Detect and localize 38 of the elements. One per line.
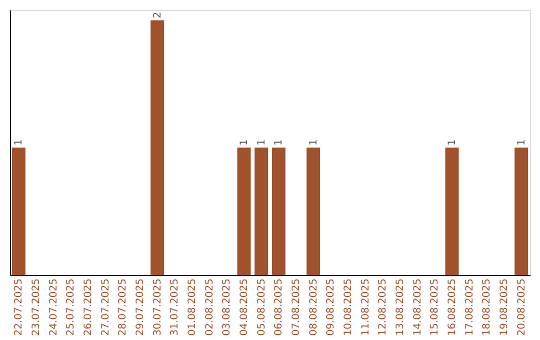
x-tick-label: 27.07.2025 (100, 278, 112, 336)
data-label: 1 (239, 139, 250, 146)
x-tick-label: 07.08.2025 (291, 278, 302, 336)
x-tick-label: 30.07.2025 (152, 278, 164, 336)
x-tick-label: 22.07.2025 (14, 278, 25, 336)
x-tick-label: 01.08.2025 (187, 278, 198, 336)
x-tick-label: 16.08.2025 (447, 278, 458, 336)
x-tick-label: 24.07.2025 (48, 278, 60, 336)
x-tick-label: 26.07.2025 (83, 278, 94, 336)
x-tick-label: 23.07.2025 (31, 278, 42, 336)
x-tick-label: 28.07.2025 (118, 278, 129, 336)
x-tick-label: 11.08.2025 (360, 278, 372, 336)
x-tick-label: 14.08.2025 (412, 278, 424, 336)
x-tick-label: 31.07.2025 (170, 278, 181, 336)
x-tick-label: 06.08.2025 (274, 278, 285, 336)
data-label: 1 (447, 139, 458, 146)
x-tick-label: 17.08.2025 (464, 278, 476, 336)
data-label: 1 (256, 139, 268, 146)
x-tick-label: 03.08.2025 (222, 278, 233, 336)
x-tick-label: 29.07.2025 (135, 278, 146, 336)
data-label: 1 (14, 139, 25, 146)
x-tick-label: 08.08.2025 (308, 278, 320, 336)
x-tick-label: 10.08.2025 (343, 278, 354, 336)
x-tick-label: 20.08.2025 (516, 278, 528, 336)
x-tick-label: 18.08.2025 (482, 278, 493, 336)
x-tick-label: 12.08.2025 (378, 278, 389, 336)
x-tick-label: 15.08.2025 (430, 278, 441, 336)
x-tick-label: 04.08.2025 (239, 278, 250, 336)
data-label: 1 (308, 139, 320, 146)
data-label: 2 (152, 12, 164, 18)
x-tick-label: 02.08.2025 (204, 278, 216, 336)
x-tick-label: 09.08.2025 (326, 278, 337, 336)
x-tick-label: 05.08.2025 (256, 278, 268, 336)
x-tick-label: 19.08.2025 (499, 278, 510, 336)
x-tick-label: 13.08.2025 (395, 278, 406, 336)
data-label: 1 (516, 139, 528, 146)
data-label: 1 (274, 139, 285, 146)
x-tick-label: 25.07.2025 (66, 278, 77, 336)
